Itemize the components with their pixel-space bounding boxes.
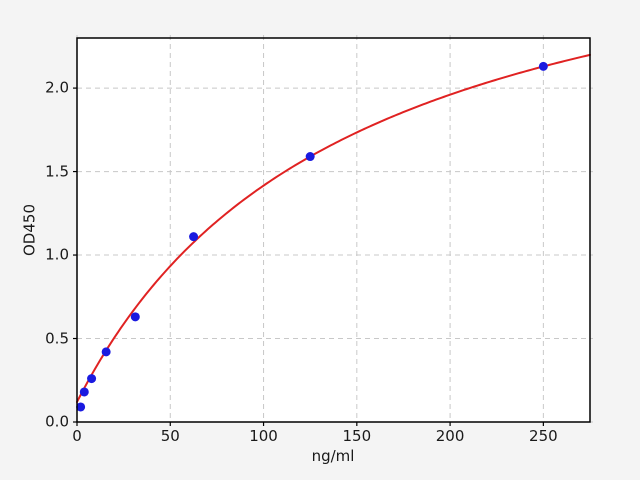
x-tick-label-250: 250 <box>529 427 558 445</box>
y-tick-label-1.5: 1.5 <box>45 162 69 181</box>
x-tick-label-50: 50 <box>160 427 180 445</box>
y-axis-label: OD450 <box>20 204 39 256</box>
x-tick-label-0: 0 <box>72 427 82 445</box>
x-tick-label-150: 150 <box>342 427 372 445</box>
y-tick-label-0.0: 0.0 <box>45 412 69 431</box>
x-axis-label: ng/ml <box>311 447 355 465</box>
y-tick-label-2.0: 2.0 <box>45 78 69 97</box>
y-tick-label-0.5: 0.5 <box>45 329 69 348</box>
x-tick-label-200: 200 <box>435 427 465 445</box>
y-tick-label-1.0: 1.0 <box>45 245 69 264</box>
x-tick-label-100: 100 <box>249 427 278 445</box>
